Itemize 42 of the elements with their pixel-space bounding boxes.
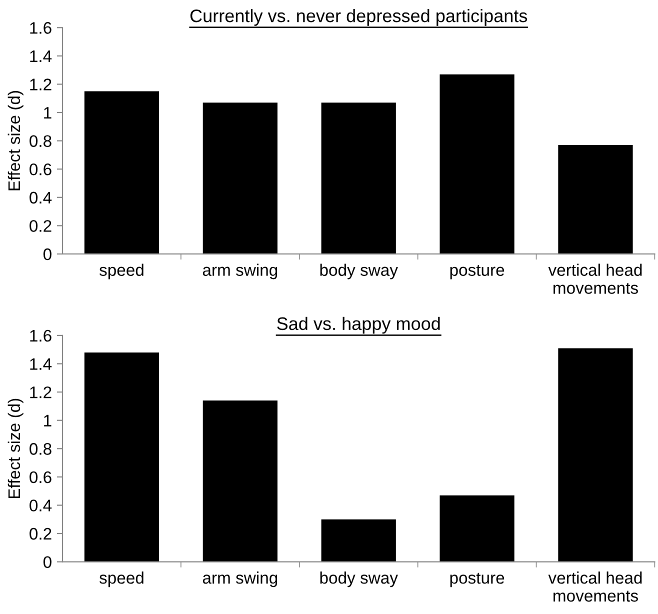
y-tick-label: 1 bbox=[44, 414, 52, 426]
bar bbox=[558, 145, 633, 254]
bar bbox=[440, 74, 514, 254]
y-tick-label: 0.8 bbox=[30, 135, 52, 148]
y-tick-label: 1.2 bbox=[30, 78, 52, 90]
y-tick-label: 0.6 bbox=[30, 471, 52, 484]
x-tick-label: speed bbox=[99, 572, 144, 588]
bar bbox=[321, 102, 396, 254]
x-tick-label: posture bbox=[450, 572, 504, 588]
x-tick-label: vertical head movements bbox=[548, 264, 642, 294]
y-tick-label: 0.8 bbox=[30, 443, 52, 455]
y-tick-label: 0.2 bbox=[30, 528, 52, 540]
x-tick-label: posture bbox=[450, 265, 504, 280]
chart-title: Sad vs. happy mood bbox=[277, 316, 440, 334]
bar bbox=[202, 102, 278, 254]
y-tick-label: 0.4 bbox=[30, 500, 52, 512]
y-tick-label: 0 bbox=[43, 556, 52, 568]
bar bbox=[84, 91, 160, 254]
y-tick-label: 0.2 bbox=[30, 220, 52, 232]
y-tick-label: 1.6 bbox=[30, 22, 52, 34]
x-tick-label: arm swing bbox=[202, 572, 278, 588]
bar bbox=[440, 495, 514, 562]
x-tick-label: vertical head movements bbox=[548, 572, 642, 602]
x-tick-label: speed bbox=[99, 264, 144, 280]
y-tick-label: 1.2 bbox=[30, 386, 52, 398]
y-tick-label: 1.6 bbox=[30, 330, 52, 342]
x-tick-label: body sway bbox=[320, 572, 398, 588]
y-tick-label: 1.4 bbox=[30, 358, 52, 370]
y-tick-label: 0.6 bbox=[30, 164, 52, 176]
bar bbox=[84, 352, 160, 562]
bar bbox=[558, 348, 633, 562]
bar bbox=[202, 400, 278, 562]
y-tick-label: 1.4 bbox=[30, 50, 52, 62]
y-tick-label: 0 bbox=[43, 248, 52, 260]
y-tick-label: 0.4 bbox=[30, 192, 52, 204]
chart-title: Currently vs. never depressed participants bbox=[190, 8, 528, 26]
x-tick-label: body sway bbox=[320, 264, 398, 280]
x-tick-label: arm swing bbox=[202, 264, 278, 280]
y-axis-title: Effect size (d) bbox=[8, 91, 24, 190]
y-axis-title: Effect size (d) bbox=[8, 398, 24, 498]
y-tick-label: 1 bbox=[44, 107, 52, 119]
bar bbox=[321, 519, 396, 562]
